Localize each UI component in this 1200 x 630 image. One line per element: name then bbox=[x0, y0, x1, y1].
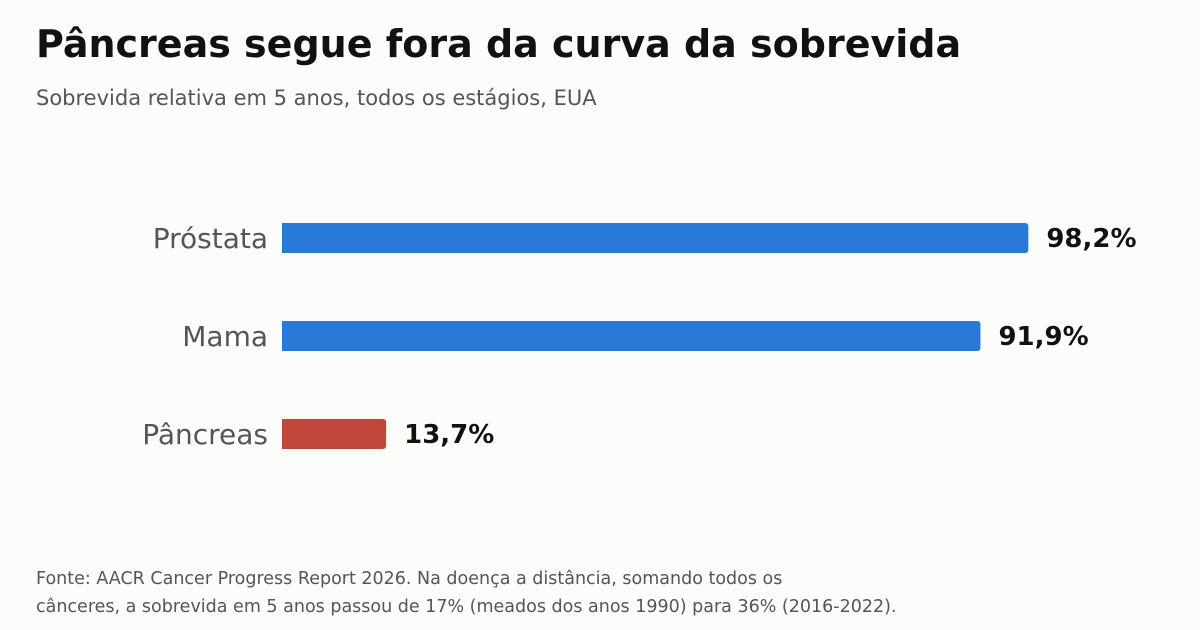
bar-edge-mama bbox=[282, 321, 286, 351]
footnote-line-1: Fonte: AACR Cancer Progress Report 2026.… bbox=[36, 569, 783, 589]
value-label-mama: 91,9% bbox=[998, 322, 1088, 352]
value-label-pancreas: 13,7% bbox=[404, 420, 494, 450]
bar-edge-pancreas bbox=[282, 419, 286, 449]
chart-title: Pâncreas segue fora da curva da sobrevid… bbox=[36, 22, 962, 66]
bar-edge-prostata bbox=[282, 223, 286, 253]
category-label-mama: Mama bbox=[182, 320, 268, 353]
footnote-line-2: cânceres, a sobrevida em 5 anos passou d… bbox=[36, 597, 897, 617]
chart-subtitle: Sobrevida relativa em 5 anos, todos os e… bbox=[36, 86, 597, 110]
category-label-pancreas: Pâncreas bbox=[142, 418, 268, 451]
bar-mama bbox=[282, 321, 981, 351]
source-footnote: Fonte: AACR Cancer Progress Report 2026.… bbox=[36, 565, 1156, 621]
bar-prostata bbox=[282, 223, 1029, 253]
value-label-prostata: 98,2% bbox=[1046, 224, 1136, 254]
bar-pancreas bbox=[282, 419, 387, 449]
category-label-prostata: Próstata bbox=[153, 222, 268, 255]
